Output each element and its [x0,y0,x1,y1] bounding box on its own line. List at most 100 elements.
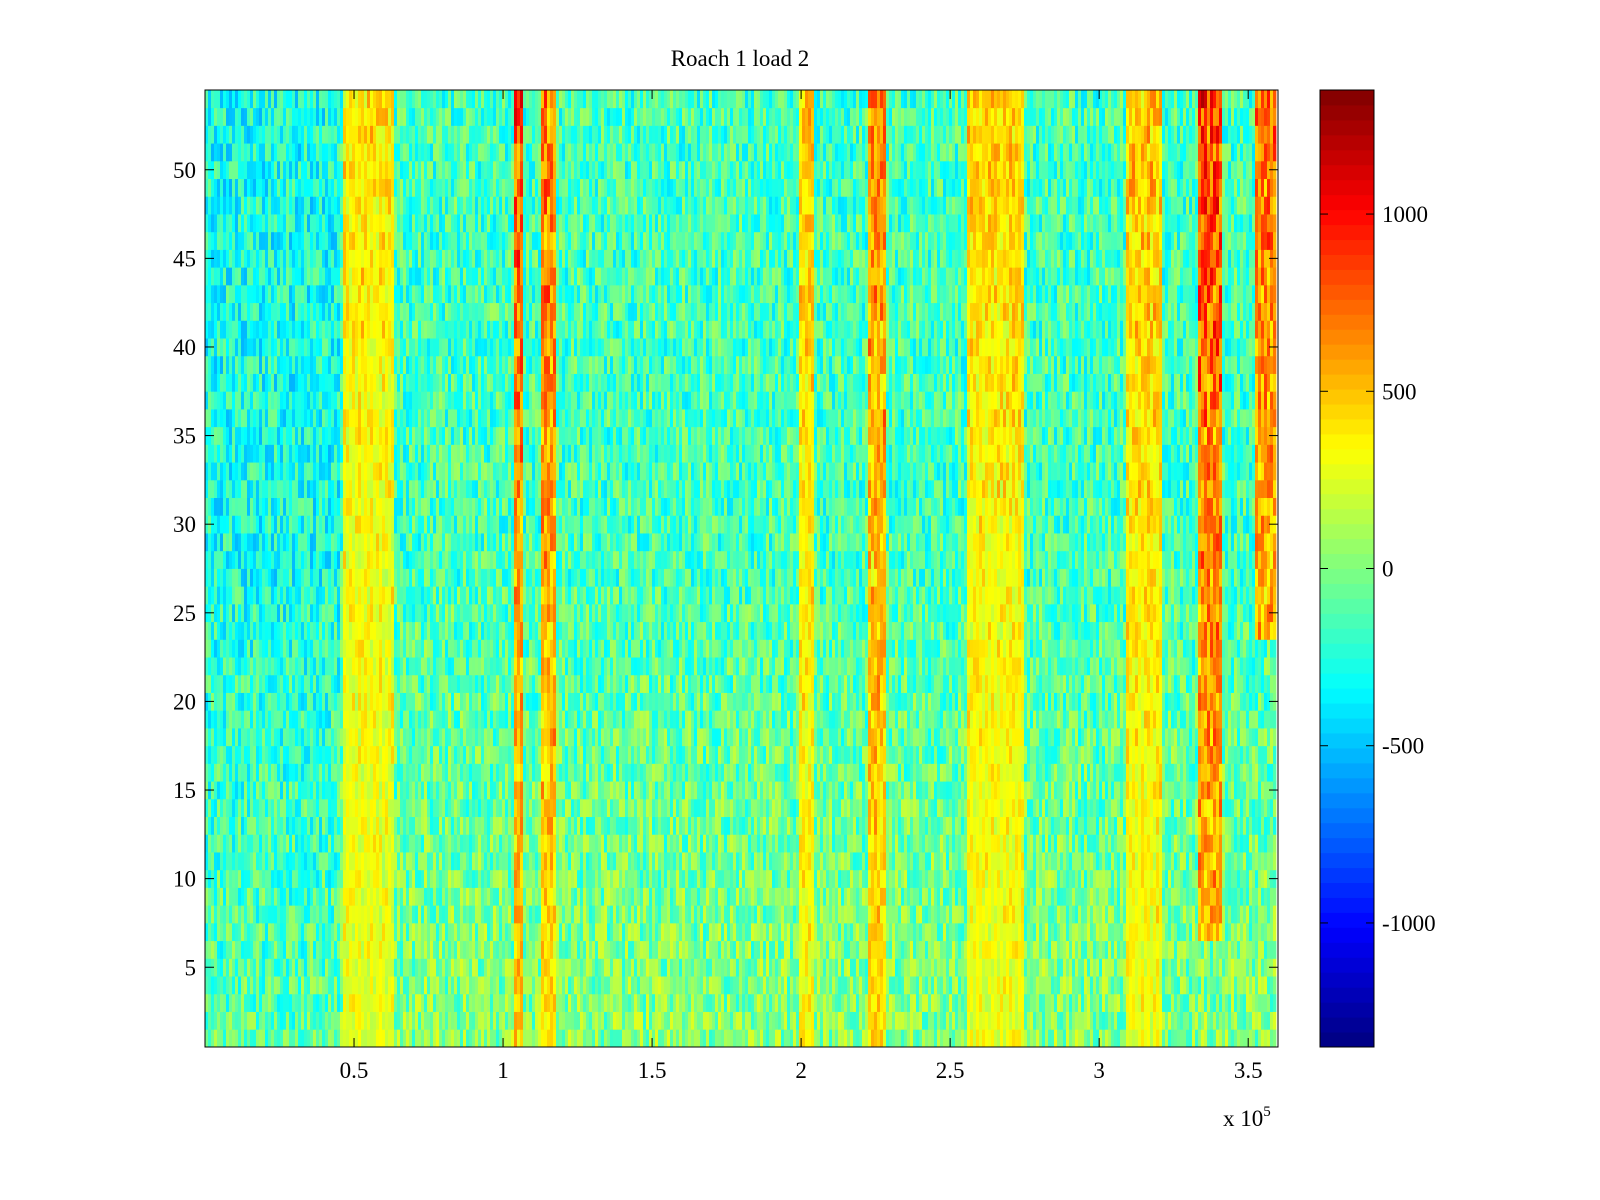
heatmap-cell [691,993,695,1012]
heatmap-cell [976,993,980,1012]
heatmap-cell [1078,940,1082,959]
heatmap-cell [460,834,464,853]
heatmap-cell [835,958,839,977]
heatmap-cell [709,958,713,977]
heatmap-cell [514,1029,518,1048]
heatmap-cell [1192,834,1196,853]
heatmap-cell [757,905,761,924]
heatmap-cell [700,922,704,942]
heatmap-cell [919,958,923,977]
heatmap-cell [1147,1011,1151,1030]
heatmap-cell [1021,834,1025,853]
heatmap-cell [343,922,347,942]
heatmap-cell [622,976,626,995]
heatmap-cell [1066,958,1070,977]
heatmap-cell [907,887,911,906]
heatmap-cell [1051,976,1055,995]
heatmap-cell [640,887,644,906]
heatmap-cell [1174,852,1178,871]
heatmap-cell [424,816,428,835]
heatmap-cell [1162,922,1166,942]
heatmap-cell [613,798,617,818]
heatmap-cell [922,922,926,942]
heatmap-cell [634,816,638,835]
heatmap-cell [505,1029,509,1048]
heatmap-cell [517,905,521,924]
heatmap-cell [772,1011,776,1030]
heatmap-cell [493,905,497,924]
heatmap-cell [295,905,299,924]
heatmap-cell [1102,798,1106,818]
heatmap-cell [949,887,953,906]
heatmap-cell [1042,816,1046,835]
heatmap-cell [508,922,512,942]
heatmap-cell [535,1011,539,1030]
heatmap-cell [1081,976,1085,995]
heatmap-cell [565,798,569,818]
heatmap-cell [895,852,899,871]
heatmap-cell [1087,1029,1091,1048]
heatmap-cell [796,940,800,959]
heatmap-cell [1234,993,1238,1012]
heatmap-cell [1042,852,1046,871]
heatmap-cell [916,922,920,942]
heatmap-cell [817,798,821,818]
heatmap-cell [754,1011,758,1030]
heatmap-cell [739,1011,743,1030]
heatmap-cell [874,1011,878,1030]
heatmap-cell [283,922,287,942]
heatmap-cell [862,940,866,959]
heatmap-cell [493,834,497,853]
heatmap-cell [244,940,248,959]
heatmap-cell [250,852,254,871]
heatmap-cell [208,887,212,906]
heatmap-cell [1129,958,1133,977]
heatmap-cell [301,993,305,1012]
heatmap-cell [868,958,872,977]
heatmap-cell [463,958,467,977]
heatmap-cell [697,834,701,853]
heatmap-cell [667,993,671,1012]
heatmap-cell [934,887,938,906]
heatmap-cell [1174,993,1178,1012]
heatmap-cell [823,816,827,835]
heatmap-cell [1081,834,1085,853]
heatmap-cell [1117,887,1121,906]
heatmap-cell [859,834,863,853]
heatmap-cell [295,958,299,977]
heatmap-cell [706,852,710,871]
heatmap-cell [424,834,428,853]
heatmap-cell [898,816,902,835]
heatmap-cell [334,1011,338,1030]
heatmap-cell [463,852,467,871]
heatmap-cell [1237,852,1241,871]
heatmap-cell [634,958,638,977]
heatmap-cell [535,834,539,853]
heatmap-cell [721,976,725,995]
heatmap-cell [682,852,686,871]
heatmap-cell [229,958,233,977]
heatmap-cell [1186,958,1190,977]
heatmap-cell [247,852,251,871]
heatmap-cell [748,1011,752,1030]
heatmap-cell [949,816,953,835]
heatmap-cell [778,852,782,871]
heatmap-cell [457,976,461,995]
heatmap-cell [796,993,800,1012]
heatmap-cell [1036,798,1040,818]
heatmap-cell [736,816,740,835]
heatmap-cell [1084,1029,1088,1048]
heatmap-cell [373,887,377,906]
heatmap-cell [820,834,824,853]
heatmap-cell [880,887,884,906]
heatmap-cell [739,852,743,871]
heatmap-cell [544,922,548,942]
heatmap-cell [1198,905,1202,924]
heatmap-cell [679,922,683,942]
heatmap-cell [553,922,557,942]
heatmap-cell [325,958,329,977]
heatmap-cell [1174,905,1178,924]
heatmap-cell [721,798,725,818]
heatmap-cell [1249,852,1253,871]
heatmap-cell [253,869,257,888]
